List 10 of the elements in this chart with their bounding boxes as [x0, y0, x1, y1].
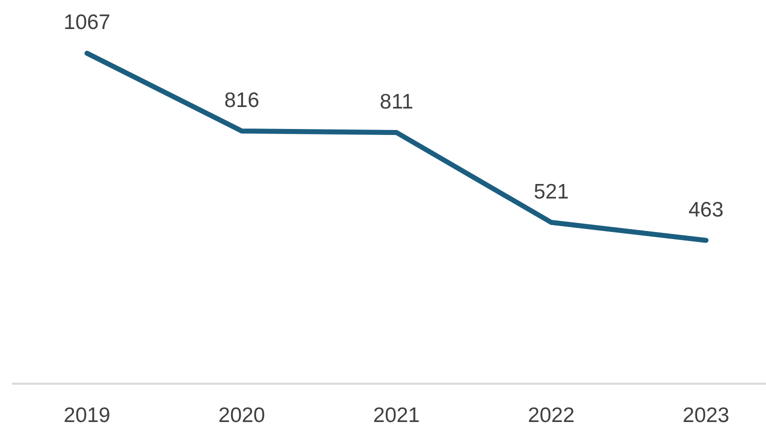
x-tick-label: 2023: [682, 404, 730, 428]
data-label: 1067: [64, 11, 110, 34]
x-tick-label: 2020: [218, 404, 266, 428]
data-label: 521: [534, 180, 569, 204]
x-tick-label: 2019: [64, 404, 110, 428]
data-label: 463: [688, 198, 724, 222]
x-tick-label: 2022: [528, 404, 575, 428]
data-label: 816: [224, 88, 260, 112]
x-tick-label: 2021: [373, 404, 420, 428]
data-label: 811: [380, 90, 414, 114]
